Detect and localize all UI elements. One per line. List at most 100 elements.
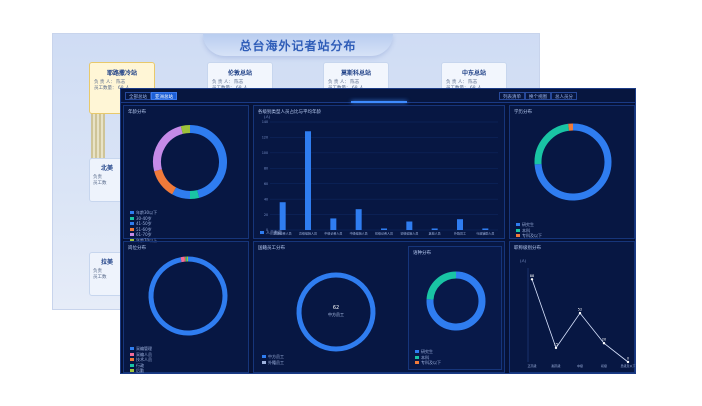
tab-staff[interactable]: 总人员分 (551, 92, 577, 100)
data-point[interactable] (602, 342, 606, 345)
station-name: 莫斯科总站 (340, 70, 371, 77)
legend-item: 技术人员 (130, 357, 152, 363)
panel-age: 年龄分布 年龄30以下 30-40岁 41-50岁 51-60岁 61-70岁 年龄70以… (123, 105, 249, 243)
data-point[interactable] (626, 360, 630, 364)
back-title-bar: 总台海外记者站分布 (203, 34, 393, 56)
legend-item: 年龄30以下 (130, 210, 157, 216)
station-name: 北美 (100, 165, 113, 172)
x-tick-label: 高级记者人员 (274, 231, 292, 236)
y-tick-label: 60 (264, 182, 268, 186)
panel-staff-type: 各级别类型人员占比与平均年龄 (人) 0 20 40 60 80 100 120 140 高级记… (253, 105, 505, 239)
legend-item: 研究生 (516, 222, 542, 228)
data-label: 52 (578, 308, 582, 312)
staff-type-bar-chart: (人) 0 20 40 60 80 100 120 140 高级记者人员 高级编辑人员 中级记者人员… (262, 114, 498, 236)
legend-label: 专科及以下 (522, 233, 542, 238)
legend-item: 41-50岁 (130, 221, 157, 227)
tab-list[interactable]: 列表清单 (499, 92, 525, 100)
legend-label: 行政 (136, 362, 144, 368)
bar[interactable] (381, 228, 387, 230)
legend-swatch (130, 352, 134, 356)
station-card-latin-america[interactable]: 拉美 负责 员工数 (89, 252, 125, 296)
bar[interactable] (431, 228, 438, 230)
panel-title: 职称级别分布 (514, 246, 541, 251)
language-legend: 研究生 本科 专科及以下 (415, 349, 441, 366)
bar[interactable] (457, 219, 463, 230)
panel-education: 学历分布 研究生 本科 专科及以下 (509, 105, 635, 239)
legend-label: 采编人员 (136, 351, 152, 357)
tab-asia-station[interactable]: 亚洲总站 (151, 92, 177, 100)
position-donut-chart (148, 256, 228, 336)
tab-all-stations[interactable]: 全部总站 (125, 92, 151, 100)
legend-item: 本科 (516, 228, 542, 234)
bar[interactable] (482, 228, 489, 230)
data-point[interactable] (578, 311, 582, 315)
station-line: 负 责 人： 陈志 (328, 80, 360, 85)
donut-slice (153, 126, 184, 172)
y-tick-label: 20 (264, 213, 268, 217)
bar[interactable] (305, 131, 311, 230)
legend-label: 中方员工 (268, 354, 284, 359)
legend-label: 研究生 (421, 349, 433, 354)
education-donut-chart (534, 123, 612, 201)
data-point[interactable] (554, 346, 558, 350)
donut-slice (426, 271, 486, 331)
legend-label: 专科及以下 (421, 360, 441, 365)
x-tick-label: 初级 (601, 363, 607, 368)
station-line: 负责 (93, 269, 102, 274)
y-tick-label: 120 (262, 136, 268, 140)
legend-item: 采编人员 (130, 352, 152, 358)
legend-item: 外籍员工 (262, 360, 284, 366)
legend-swatch (415, 350, 419, 354)
title-level-line-chart: (人) 88 正高级 15 副高级 52 中级 20 初级 0 员级及以下 (520, 258, 636, 368)
station-name: 拉美 (100, 259, 113, 266)
legend-item: 研究生 (415, 349, 441, 355)
station-card-north-america[interactable]: 北美 负责 员工数 (89, 158, 125, 202)
panel-title: 年龄分布 (128, 110, 146, 115)
legend-swatch (130, 347, 134, 351)
legend-label: 41-50岁 (136, 221, 152, 226)
station-line: 员工数量： 68 人 (94, 86, 130, 91)
center-value: 62 (333, 305, 339, 311)
legend-swatch (130, 222, 134, 226)
x-tick-label: 外籍员工 (454, 231, 466, 236)
bar[interactable] (406, 221, 413, 230)
x-tick-label: 副高级 (551, 363, 560, 368)
y-tick-label: 140 (262, 120, 268, 124)
station-line: 员工数 (93, 275, 107, 280)
nationality-donut-chart: 62 中方员工 (296, 272, 376, 352)
decor-stripe (91, 104, 105, 164)
y-tick-label: 40 (264, 197, 268, 201)
station-line: 负责 (93, 175, 102, 180)
bar[interactable] (355, 209, 362, 230)
legend-label: 本科 (421, 354, 429, 360)
station-name: 伦敦总站 (227, 70, 252, 77)
legend-label: 年龄70以上 (136, 237, 158, 243)
tab-switch-view[interactable]: 换个视图 (525, 92, 551, 100)
panel-title: 语种分布 (413, 251, 431, 256)
legend-item: 本科 (415, 355, 441, 361)
panel-title: 国籍员工分布 (258, 246, 285, 251)
y-axis-label: (人) (520, 258, 527, 263)
x-tick-label: 行政辅助人员 (476, 231, 494, 236)
legend-label: 61-70岁 (136, 232, 152, 237)
data-point[interactable] (530, 278, 534, 281)
bar[interactable] (279, 202, 286, 230)
legend-label: 技术人员 (136, 357, 152, 362)
legend-item: 专科及以下 (516, 233, 542, 239)
donut-slice (534, 123, 570, 165)
education-legend: 研究生 本科 专科及以下 (516, 222, 542, 239)
data-label: 20 (602, 338, 606, 342)
station-line: 负 责 人： 陈志 (212, 80, 244, 85)
x-tick-label: 中级编辑人员 (350, 231, 368, 236)
bar[interactable] (330, 218, 337, 230)
age-donut-chart (153, 125, 227, 199)
station-line: 负 责 人： 陈志 (94, 80, 126, 85)
legend-swatch (130, 363, 134, 367)
donut-slice (172, 187, 191, 199)
x-tick-label: 中级记者人员 (324, 231, 342, 236)
legend-label: 采编管理 (136, 346, 152, 351)
station-line: 负 责 人： 陈志 (446, 80, 478, 85)
donut-slice (534, 123, 612, 201)
legend-swatch (262, 360, 266, 364)
bar-legend: 人员数量 (260, 230, 282, 236)
